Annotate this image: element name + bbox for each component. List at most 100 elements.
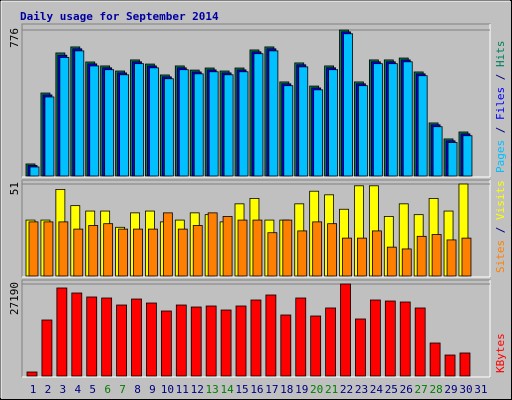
legend: Pages / Files / Hits (494, 41, 507, 174)
legend: KBytes (494, 333, 507, 373)
bar (343, 33, 353, 177)
x-tick-label: 10 (161, 383, 174, 396)
bar (190, 306, 202, 377)
bar (103, 223, 114, 277)
bar (28, 221, 39, 277)
x-tick-label: 13 (206, 383, 219, 396)
bar (444, 354, 456, 377)
legend-entry: KBytes (494, 333, 507, 373)
x-tick-label: 30 (459, 383, 472, 396)
bar (417, 75, 428, 177)
bar (446, 239, 457, 277)
x-tick-label: 12 (191, 383, 204, 396)
bar (268, 50, 279, 177)
x-tick-label: 23 (355, 383, 368, 396)
bar (56, 287, 68, 377)
bar (26, 371, 38, 377)
bar (282, 219, 293, 277)
bar (223, 74, 234, 177)
bar (104, 69, 115, 177)
bar (253, 53, 264, 177)
x-tick-label: 17 (265, 383, 278, 396)
bar (205, 305, 217, 377)
x-tick-label: 29 (444, 383, 457, 396)
bar (372, 63, 383, 177)
bar (298, 66, 309, 177)
bar (208, 71, 219, 177)
bar (101, 297, 113, 377)
bar (29, 166, 40, 177)
x-tick-label: 31 (474, 383, 487, 396)
bar (43, 221, 54, 277)
x-tick-label: 5 (89, 383, 96, 396)
bar (358, 85, 368, 177)
x-tick-label: 27 (415, 383, 428, 396)
bar (237, 219, 248, 277)
bar (355, 318, 366, 377)
legend-entry: Hits (494, 41, 507, 68)
x-tick-label: 22 (340, 383, 353, 396)
bar (73, 228, 84, 277)
x-tick-label: 18 (280, 383, 293, 396)
x-tick-label: 19 (295, 383, 308, 396)
bar (238, 71, 249, 177)
bar (162, 212, 173, 277)
legend-separator: / (494, 67, 507, 87)
x-tick-label: 6 (104, 383, 111, 396)
bar (250, 299, 262, 377)
bar (146, 302, 157, 377)
x-tick-label: 4 (74, 383, 81, 396)
x-tick-label: 24 (370, 383, 384, 396)
x-tick-label: 26 (400, 383, 413, 396)
legend-entry: Visits (494, 180, 507, 220)
bar (416, 235, 427, 277)
bar (134, 63, 144, 177)
x-tick-label: 15 (235, 383, 248, 396)
bar (414, 307, 426, 377)
bar (178, 69, 189, 177)
bar (342, 237, 352, 277)
x-tick-label: 11 (176, 383, 189, 396)
bar (461, 237, 472, 277)
bar (399, 301, 411, 377)
legend-entry: Pages (494, 140, 507, 173)
bar (297, 230, 308, 277)
bar (192, 225, 203, 277)
x-tick-label: 16 (250, 383, 263, 396)
bar (280, 314, 292, 377)
x-tick-label: 3 (60, 383, 67, 396)
x-tick-label: 21 (325, 383, 338, 396)
bar (116, 304, 127, 377)
bar (283, 85, 294, 177)
x-tick-label: 7 (119, 383, 126, 396)
legend-entry: Sites (494, 240, 507, 273)
bar (402, 61, 413, 177)
legend-separator: / (494, 120, 507, 140)
legend: Sites / Visits (494, 180, 507, 273)
x-tick-label: 1 (30, 383, 37, 396)
bar (44, 96, 55, 177)
y-tick-label: 776 (8, 28, 21, 48)
bar (387, 63, 398, 177)
bar (220, 309, 232, 377)
y-tick-label: 51 (8, 182, 21, 195)
bar (133, 228, 143, 277)
bar (252, 219, 263, 277)
bar (222, 216, 233, 277)
bar (131, 298, 142, 377)
bar (327, 223, 338, 277)
bar (119, 74, 129, 177)
bar (459, 352, 471, 377)
bar (447, 142, 458, 177)
bar (432, 126, 443, 177)
bar (41, 319, 53, 377)
bar (340, 283, 351, 377)
bar (177, 228, 188, 277)
bar (207, 212, 218, 277)
bar (74, 50, 85, 177)
bar (369, 299, 381, 377)
bar (313, 89, 324, 177)
y-tick-label: 27190 (8, 282, 21, 315)
bar (118, 228, 128, 277)
bar (295, 297, 307, 377)
